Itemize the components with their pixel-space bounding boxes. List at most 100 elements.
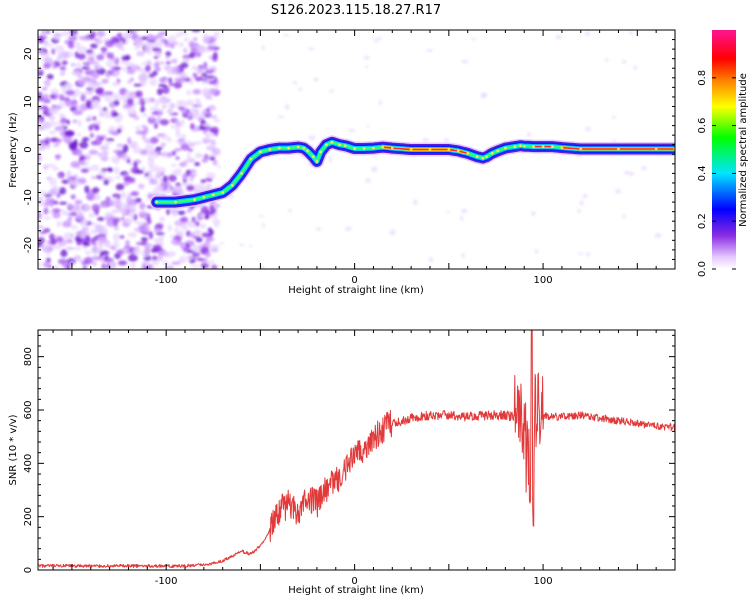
noise-speckle <box>348 128 356 133</box>
noise-speckle <box>151 111 160 116</box>
noise-speckle <box>205 132 210 139</box>
noise-speckle <box>165 56 170 60</box>
noise-speckle <box>70 106 77 112</box>
noise-speckle <box>176 79 185 83</box>
noise-speckle <box>70 194 76 200</box>
noise-speckle <box>112 217 121 224</box>
snr-y-tick-label: 600 <box>23 400 34 419</box>
noise-speckle <box>238 243 245 247</box>
noise-speckle <box>125 239 130 248</box>
noise-speckle <box>134 220 141 225</box>
noise-speckle <box>210 126 219 134</box>
ridge-point <box>362 147 366 150</box>
noise-speckle <box>45 197 55 204</box>
snr-x-axis-label: Height of straight line (km) <box>288 585 424 596</box>
noise-speckle <box>65 246 75 251</box>
noise-speckle <box>129 112 137 116</box>
noise-speckle <box>41 86 48 91</box>
snr-y-axis-label: SNR (10 * v/v) <box>8 414 19 485</box>
noise-speckle <box>422 137 430 143</box>
noise-speckle <box>133 35 143 44</box>
ridge-point <box>211 193 215 197</box>
noise-speckle <box>101 263 106 269</box>
ridge-point <box>466 151 470 155</box>
noise-speckle <box>43 202 50 207</box>
noise-speckle <box>52 265 59 269</box>
noise-speckle <box>133 115 140 121</box>
noise-speckle <box>81 218 89 226</box>
noise-speckle <box>104 200 115 207</box>
noise-speckle <box>81 137 90 142</box>
noise-speckle <box>534 249 539 254</box>
noise-speckle <box>42 40 49 45</box>
noise-speckle <box>90 175 98 180</box>
noise-speckle <box>144 243 153 249</box>
noise-speckle <box>74 88 80 96</box>
noise-speckle <box>139 202 146 210</box>
noise-speckle <box>156 88 163 96</box>
noise-speckle <box>181 133 186 140</box>
noise-speckle <box>112 209 119 213</box>
noise-speckle <box>85 99 92 108</box>
noise-speckle <box>126 80 132 84</box>
noise-speckle <box>121 67 127 72</box>
noise-speckle <box>167 107 174 115</box>
noise-speckle <box>204 177 213 182</box>
noise-speckle <box>328 156 333 163</box>
noise-speckle <box>76 211 84 220</box>
noise-speckle <box>43 216 52 220</box>
noise-speckle <box>111 198 121 202</box>
noise-speckle <box>622 59 627 65</box>
noise-speckle <box>77 78 87 85</box>
noise-speckle <box>96 106 104 110</box>
ridge-point <box>268 148 272 151</box>
noise-speckle <box>194 76 204 82</box>
noise-speckle <box>135 90 143 98</box>
noise-speckle <box>131 141 139 147</box>
noise-speckle <box>76 61 82 70</box>
noise-speckle <box>78 91 88 97</box>
noise-speckle <box>79 155 86 161</box>
ridge-point <box>579 147 583 151</box>
noise-speckle <box>104 94 113 102</box>
noise-speckle <box>159 119 170 126</box>
noise-speckle <box>52 208 61 213</box>
noise-speckle <box>313 77 319 82</box>
noise-speckle <box>133 161 138 168</box>
noise-speckle <box>38 153 41 162</box>
noise-speckle <box>105 266 112 269</box>
noise-speckle <box>186 208 192 213</box>
noise-speckle <box>94 224 104 232</box>
noise-speckle <box>149 78 158 87</box>
noise-speckle <box>182 222 188 229</box>
noise-speckle <box>195 154 205 158</box>
noise-speckle <box>95 89 104 94</box>
noise-speckle <box>120 190 127 199</box>
ridge-point <box>249 157 253 161</box>
noise-speckle <box>95 174 103 180</box>
noise-speckle <box>175 132 182 138</box>
noise-speckle <box>160 142 167 148</box>
noise-speckle <box>170 43 175 49</box>
noise-speckle <box>201 72 208 77</box>
noise-speckle <box>199 223 207 229</box>
noise-speckle <box>378 99 382 106</box>
noise-speckle <box>214 84 220 89</box>
noise-speckle <box>182 47 188 54</box>
noise-speckle <box>428 257 434 263</box>
noise-speckle <box>170 239 179 245</box>
noise-speckle <box>176 121 182 128</box>
noise-speckle <box>209 204 214 210</box>
noise-speckle <box>101 78 109 84</box>
noise-speckle <box>56 220 62 227</box>
noise-speckle <box>38 118 42 123</box>
noise-speckle <box>191 252 201 257</box>
noise-speckle <box>191 30 201 33</box>
noise-speckle <box>191 264 200 268</box>
noise-speckle <box>179 255 188 264</box>
noise-speckle <box>615 188 621 194</box>
noise-speckle <box>100 250 110 256</box>
noise-speckle <box>153 152 160 159</box>
snr-x-tick-label: 100 <box>534 576 553 587</box>
noise-speckle <box>75 41 81 50</box>
